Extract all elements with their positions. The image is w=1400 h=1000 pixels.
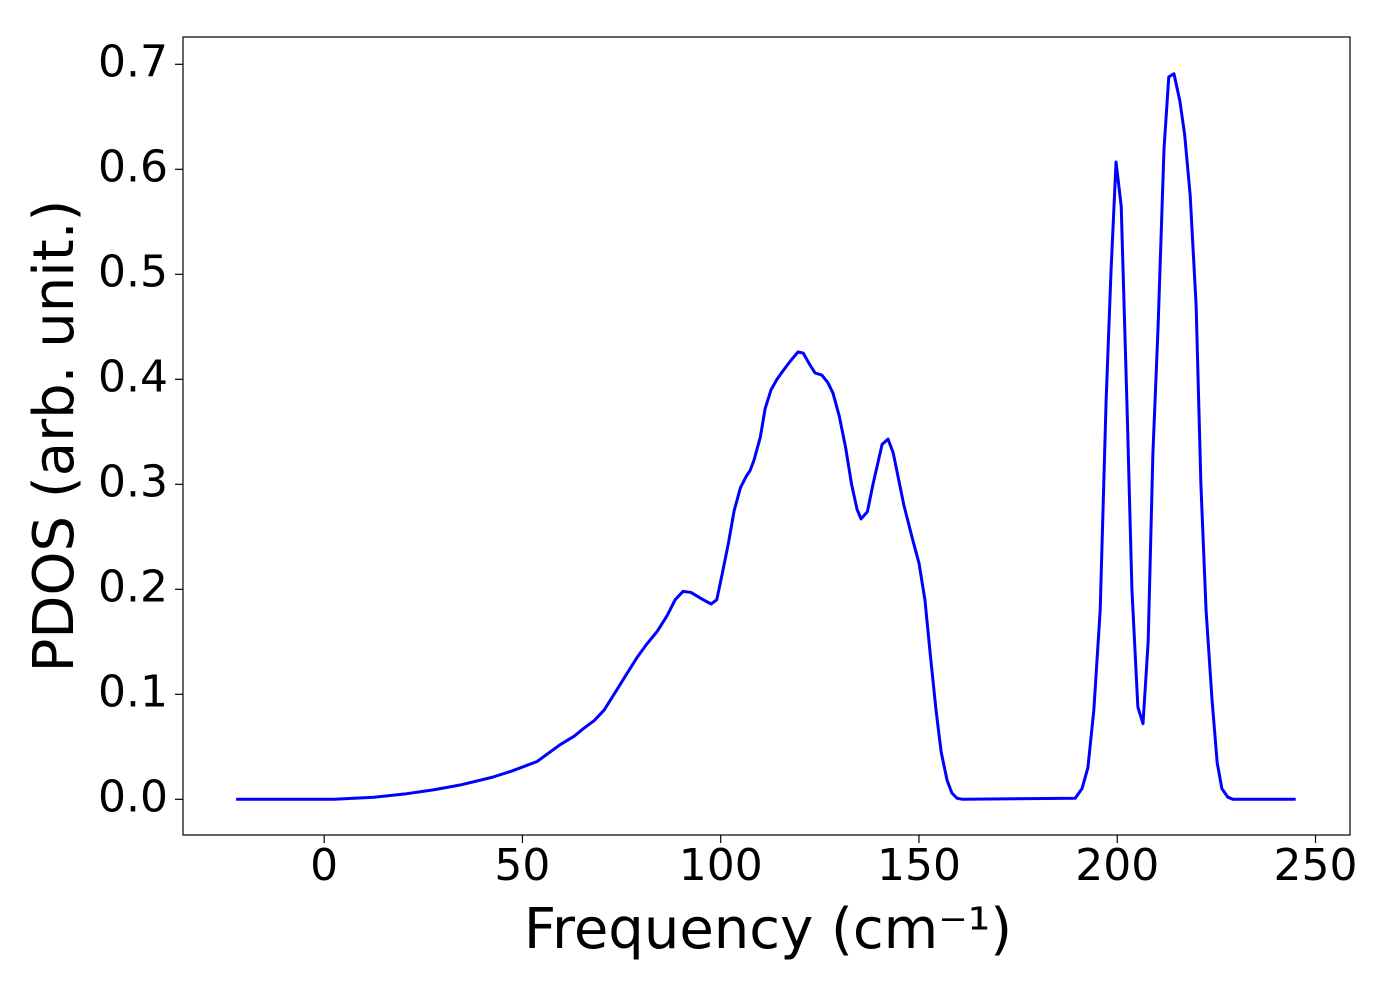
y-tick-label: 0.2 (98, 561, 168, 612)
y-tick-label: 0.7 (98, 36, 168, 87)
x-tick-label: 0 (310, 840, 338, 891)
y-tick-label: 0.3 (98, 456, 168, 507)
x-tick-label: 150 (877, 840, 961, 891)
pdos-line (236, 72, 1296, 801)
y-tick-label: 0.6 (98, 141, 168, 192)
y-tick-label: 0.5 (98, 246, 168, 297)
y-tick-label: 0.1 (98, 666, 168, 717)
x-tick-label: 250 (1274, 840, 1358, 891)
x-tick-label: 200 (1075, 840, 1159, 891)
y-tick-label: 0.0 (98, 771, 168, 822)
x-tick-label: 50 (494, 840, 550, 891)
plot-frame (182, 36, 1351, 836)
y-tick-label: 0.4 (98, 351, 168, 402)
y-axis-label: PDOS (arb. unit.) (22, 200, 87, 673)
x-axis-label: Frequency (cm⁻¹) (524, 897, 1012, 962)
x-tick-label: 100 (679, 840, 763, 891)
